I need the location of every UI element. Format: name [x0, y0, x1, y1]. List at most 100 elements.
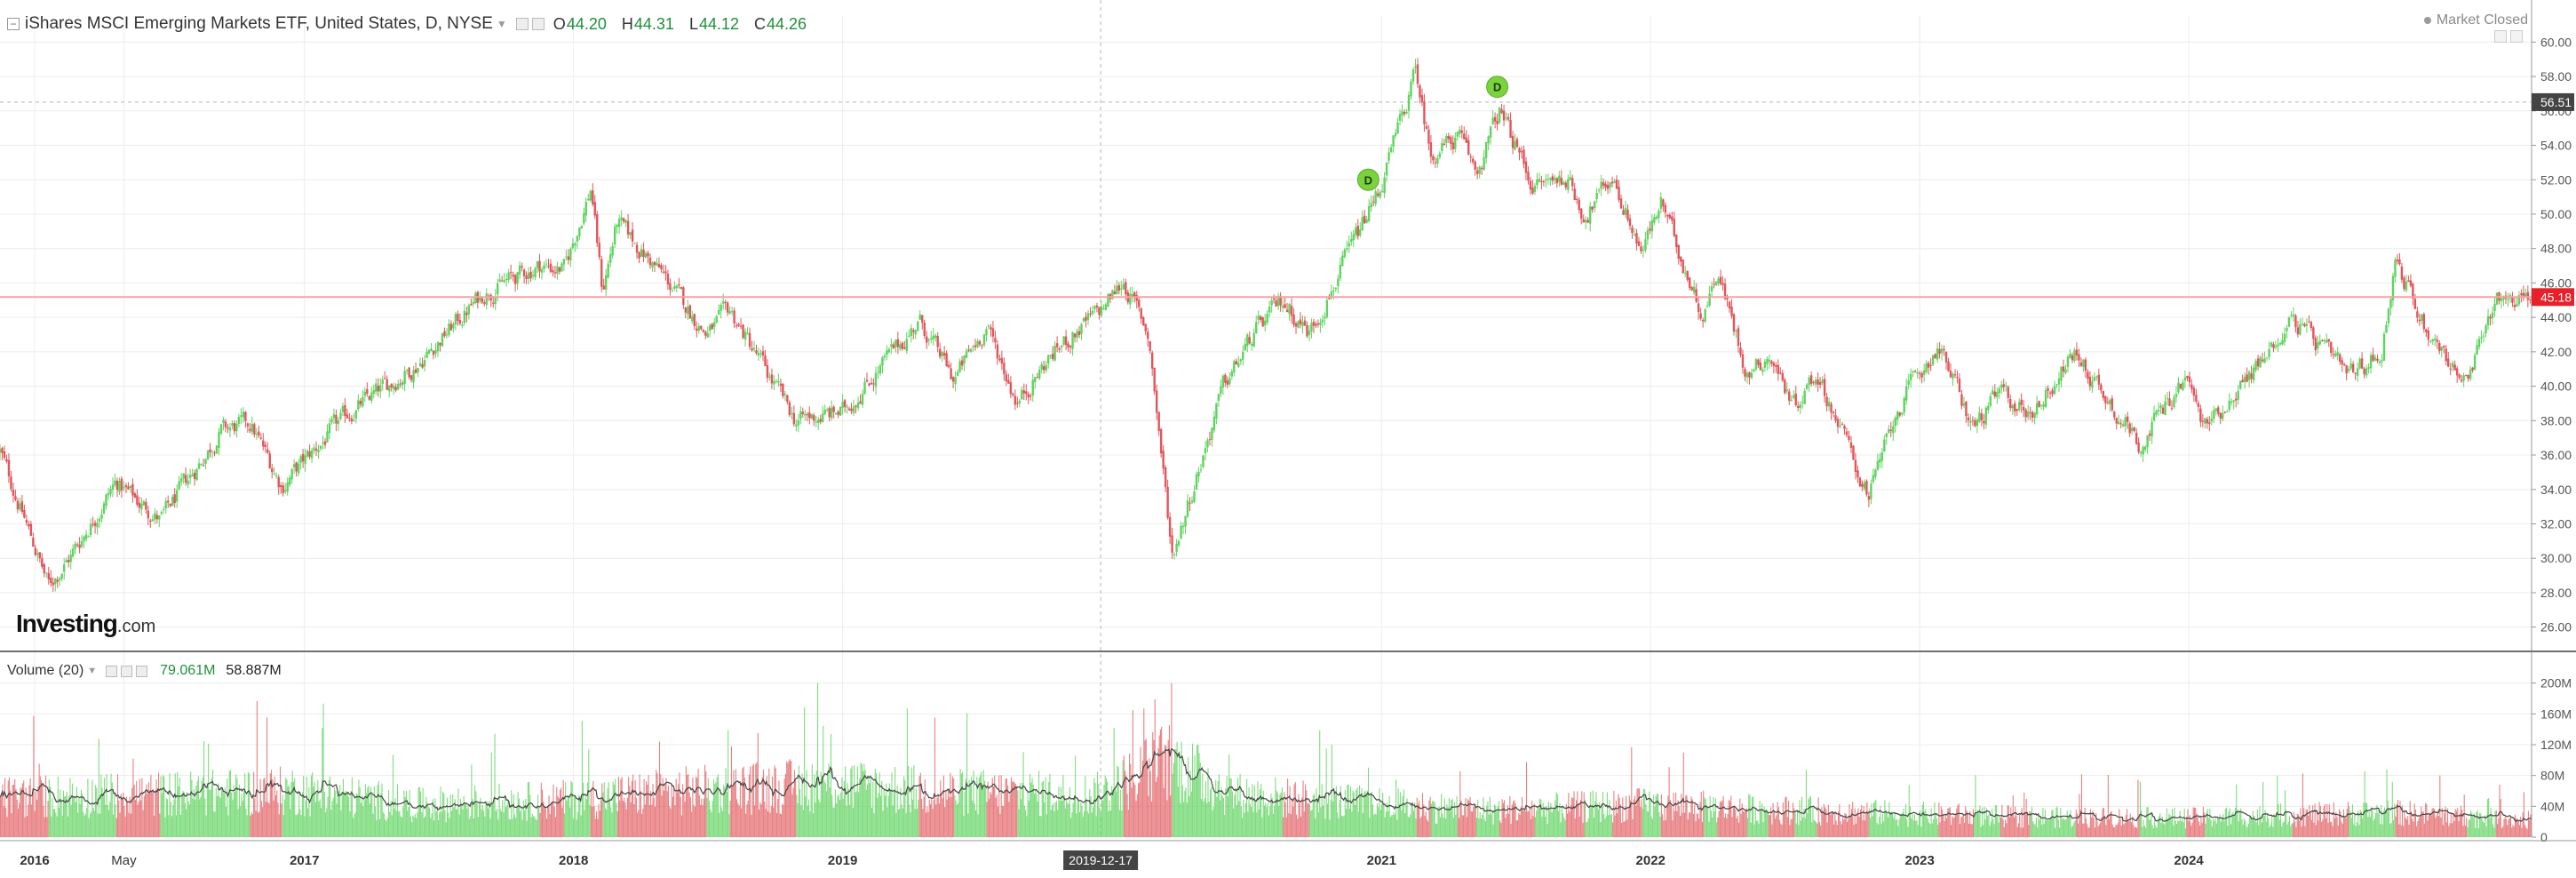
volume-bar — [1014, 784, 1016, 837]
candle-body — [678, 283, 680, 286]
volume-bar — [1004, 790, 1006, 837]
volume-bar — [181, 794, 183, 837]
candle-body — [1682, 259, 1684, 274]
restore-pane-icon[interactable] — [2510, 30, 2523, 43]
volume-bar — [1981, 807, 1983, 837]
volume-ma-value: 58.887M — [226, 663, 282, 678]
volume-bar — [1515, 803, 1516, 837]
volume-bar — [184, 802, 186, 837]
candle-body — [2247, 371, 2251, 380]
volume-bar — [1555, 792, 1557, 837]
volume-bar — [1843, 819, 1845, 837]
time-tick-label: 2024 — [2174, 853, 2204, 868]
candle-body — [2246, 374, 2248, 382]
hide-icon[interactable] — [121, 665, 133, 677]
volume-bar — [2264, 810, 2266, 837]
volume-bar — [1644, 789, 1646, 837]
candle-body — [1467, 140, 1470, 156]
volume-bar — [1087, 813, 1090, 837]
volume-bar — [190, 771, 192, 837]
candle-body — [1790, 400, 1793, 402]
collapse-legend-button[interactable]: − — [7, 18, 20, 30]
volume-bar — [924, 779, 926, 837]
volume-bar — [1938, 802, 1940, 837]
volume-bar — [833, 807, 835, 837]
volume-bar — [692, 777, 694, 837]
volume-bar — [1300, 816, 1302, 837]
volume-bar — [986, 802, 988, 837]
candle-body — [41, 558, 44, 567]
volume-bar — [1230, 778, 1232, 837]
candle-body — [1938, 348, 1941, 355]
volume-bar — [2449, 823, 2451, 837]
candle-body — [768, 376, 771, 378]
volume-bar — [2084, 807, 2086, 837]
hide-icon[interactable] — [531, 18, 545, 30]
candle-body — [1472, 158, 1475, 163]
volume-bar — [1048, 782, 1050, 837]
volume-bar — [2150, 819, 2151, 837]
chevron-down-icon[interactable]: ▼ — [496, 18, 507, 30]
volume-bar — [1228, 754, 1230, 837]
volume-bar — [570, 780, 572, 837]
candle-body — [1520, 151, 1523, 153]
candle-body — [1454, 137, 1457, 149]
volume-bar — [62, 790, 65, 837]
volume-bar — [2405, 818, 2406, 837]
candle-body — [1107, 294, 1109, 307]
volume-bar — [242, 801, 243, 837]
candle-body — [2204, 418, 2206, 424]
volume-bar — [828, 763, 830, 837]
volume-bar — [1638, 788, 1641, 837]
candle-body — [497, 283, 499, 295]
candle-body — [691, 315, 694, 322]
candle-body — [2342, 363, 2346, 366]
candle-body — [640, 249, 643, 258]
volume-bar — [2051, 810, 2053, 837]
volume-bar — [364, 784, 366, 837]
candle-body — [2517, 295, 2521, 305]
candle-body — [2252, 367, 2255, 380]
volume-bar — [2165, 818, 2167, 837]
candle-body — [151, 519, 154, 522]
volume-bar — [196, 780, 198, 837]
candle-body — [2458, 374, 2461, 379]
candle-body — [2369, 355, 2373, 369]
candle-body — [2400, 266, 2404, 280]
volume-bar — [1809, 796, 1810, 837]
volume-bar — [1538, 808, 1539, 837]
candle-body — [2151, 421, 2153, 437]
chevron-down-icon[interactable]: ▼ — [87, 666, 98, 676]
volume-bar — [1412, 810, 1415, 837]
volume-title[interactable]: Volume (20) — [7, 663, 84, 678]
settings-icon[interactable] — [515, 18, 529, 30]
volume-bar — [1482, 814, 1483, 837]
volume-bar — [2091, 817, 2093, 837]
volume-bar — [470, 816, 472, 837]
volume-bar — [1250, 807, 1252, 837]
volume-bar — [1708, 821, 1710, 837]
settings-icon[interactable] — [106, 665, 118, 677]
remove-icon[interactable] — [136, 665, 148, 677]
volume-bar — [1666, 806, 1668, 837]
volume-bar — [837, 795, 839, 837]
volume-bar — [2366, 802, 2368, 837]
volume-bar — [1687, 819, 1689, 837]
volume-bar — [357, 794, 359, 837]
symbol-title[interactable]: iShares MSCI Emerging Markets ETF, Unite… — [25, 14, 493, 33]
maximize-pane-icon[interactable] — [2494, 30, 2507, 43]
volume-bar — [16, 799, 18, 837]
volume-bar — [1969, 810, 1971, 837]
candle-body — [1602, 182, 1605, 186]
volume-bar — [1596, 803, 1598, 837]
candle-body — [1962, 403, 1966, 406]
candle-body — [629, 232, 632, 235]
candle-body — [1801, 402, 1804, 403]
candle-body — [1863, 482, 1866, 489]
volume-bar — [76, 786, 77, 837]
candle-body — [1922, 370, 1926, 375]
volume-bar — [1621, 823, 1623, 837]
volume-bar — [760, 803, 762, 837]
